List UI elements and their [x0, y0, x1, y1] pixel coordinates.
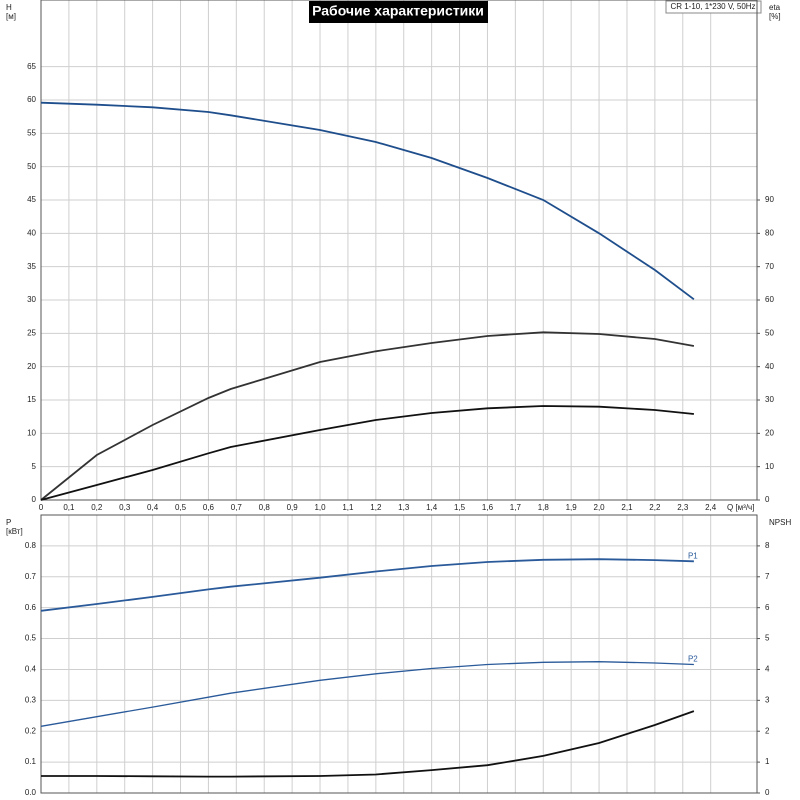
x-tick-label: 0,6: [203, 503, 215, 512]
title-box: [309, 1, 488, 23]
x-tick-label: 2,3: [677, 503, 689, 512]
x-tick-label: 2,2: [649, 503, 661, 512]
series-line: [40, 101, 695, 301]
x-tick-label: 0,8: [259, 503, 271, 512]
y2-axis-label: NPSH: [769, 518, 791, 527]
y2-tick-label: 5: [765, 634, 770, 643]
y-axis-label: H: [6, 3, 12, 12]
y-tick-label: 0.6: [25, 603, 37, 612]
y-tick-label: 0: [32, 495, 37, 504]
x-axis-label: Q [м³/ч]: [727, 503, 754, 512]
y-axis-unit: [м]: [6, 12, 16, 21]
x-tick-label: 1,0: [314, 503, 326, 512]
x-tick-label: 1,6: [482, 503, 494, 512]
y2-tick-label: 20: [765, 428, 774, 437]
y2-tick-label: 4: [765, 665, 770, 674]
x-tick-label: 1,1: [342, 503, 354, 512]
x-tick-label: 0,3: [119, 503, 131, 512]
series-label: P2: [688, 655, 698, 664]
y2-tick-label: 10: [765, 462, 774, 471]
series-line: [41, 710, 695, 778]
y-tick-label: 5: [32, 462, 37, 471]
series-line: [40, 558, 694, 612]
y-tick-label: 55: [27, 128, 36, 137]
y-tick-label: 0.5: [25, 634, 37, 643]
y-tick-label: 45: [27, 195, 36, 204]
x-tick-label: 1,9: [566, 503, 578, 512]
x-tick-label: 0,7: [231, 503, 243, 512]
y2-tick-label: 30: [765, 395, 774, 404]
x-tick-label: 1,4: [426, 503, 438, 512]
y-tick-label: 30: [27, 295, 36, 304]
y2-tick-label: 50: [765, 328, 774, 337]
x-tick-label: 1,7: [510, 503, 522, 512]
x-tick-label: 1,8: [538, 503, 550, 512]
series-line: [40, 405, 694, 501]
y2-tick-label: 60: [765, 295, 774, 304]
y-tick-label: 0.2: [25, 726, 37, 735]
y-tick-label: 15: [27, 395, 36, 404]
y2-tick-label: 40: [765, 362, 774, 371]
y-tick-label: 10: [27, 428, 36, 437]
series-line: [40, 331, 695, 501]
plot-frame: [40, 0, 758, 501]
y-tick-label: 25: [27, 328, 36, 337]
x-tick-label: 0,4: [147, 503, 159, 512]
series-label: P1: [688, 551, 698, 560]
y-tick-label: 20: [27, 362, 36, 371]
y-tick-label: 50: [27, 162, 36, 171]
annotation-box: [665, 0, 762, 14]
y-tick-label: 35: [27, 262, 36, 271]
y-axis-unit: [кВт]: [6, 527, 23, 536]
y2-tick-label: 6: [765, 603, 770, 612]
y2-tick-label: 8: [765, 541, 770, 550]
x-tick-label: 0,1: [63, 503, 75, 512]
x-tick-label: 1,3: [398, 503, 410, 512]
x-tick-label: 2,1: [621, 503, 633, 512]
x-tick-label: 1,2: [370, 503, 382, 512]
x-tick-label: 1,5: [454, 503, 466, 512]
y2-axis-label: eta: [769, 3, 781, 12]
x-tick-label: 0: [39, 503, 44, 512]
y2-tick-label: 2: [765, 726, 770, 735]
y-tick-label: 0.3: [25, 695, 37, 704]
y-tick-label: 0.1: [25, 757, 37, 766]
y2-tick-label: 0: [765, 788, 770, 797]
annotation: CR 1-10, 1*230 V, 50Hz: [670, 2, 755, 11]
y-tick-label: 60: [27, 95, 36, 104]
chart-title: Рабочие характеристики: [312, 3, 484, 19]
x-tick-label: 0,2: [91, 503, 103, 512]
x-tick-label: 2,0: [594, 503, 606, 512]
series-line: [40, 661, 694, 727]
y2-tick-label: 80: [765, 228, 774, 237]
x-tick-label: 0,5: [175, 503, 187, 512]
y2-tick-label: 3: [765, 695, 770, 704]
x-tick-label: 2,4: [705, 503, 717, 512]
y2-tick-label: 7: [765, 572, 770, 581]
y2-tick-label: 90: [765, 195, 774, 204]
grids: [40, 0, 757, 794]
y-tick-label: 0.7: [25, 572, 37, 581]
y2-tick-label: 70: [765, 262, 774, 271]
y-axis-label: P: [6, 518, 11, 527]
y-tick-label: 0.0: [25, 788, 37, 797]
x-tick-label: 0,9: [287, 503, 299, 512]
y-tick-label: 40: [27, 228, 36, 237]
y2-axis-unit: [%]: [769, 12, 781, 21]
plot-frame: [40, 514, 758, 794]
y2-tick-label: 1: [765, 757, 770, 766]
y2-tick-label: 0: [765, 495, 770, 504]
y-tick-label: 65: [27, 62, 36, 71]
y-tick-label: 0.4: [25, 665, 37, 674]
y-tick-label: 0.8: [25, 541, 37, 550]
